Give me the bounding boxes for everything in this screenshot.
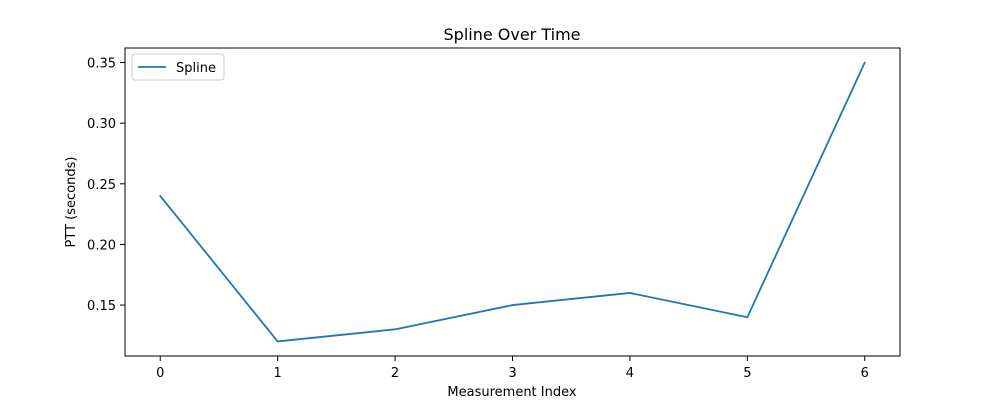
- y-tick-label: 0.35: [87, 57, 116, 72]
- legend-box: [131, 53, 225, 81]
- y-axis-ticks: 0.15 0.20 0.25 0.30 0.35: [87, 57, 125, 314]
- chart-title: Spline Over Time: [444, 25, 581, 44]
- x-tick-label: 1: [274, 366, 282, 381]
- y-tick-label: 0.15: [87, 299, 116, 314]
- x-tick-label: 4: [626, 366, 634, 381]
- x-tick-label: 5: [743, 366, 751, 381]
- x-tick-label: 2: [391, 366, 399, 381]
- y-tick-label: 0.20: [87, 238, 116, 253]
- legend: Spline: [131, 53, 225, 81]
- series-layer: [159, 61, 866, 343]
- x-tick-label: 6: [861, 366, 869, 381]
- y-tick-label: 0.25: [87, 178, 116, 193]
- y-axis-label: PTT (seconds): [64, 157, 79, 248]
- x-axis-label: Measurement Index: [447, 385, 576, 400]
- y-tick-label: 0.30: [87, 117, 116, 132]
- x-tick-label: 3: [508, 366, 516, 381]
- series-line-spline: [159, 61, 866, 343]
- plot-area-frame: [124, 47, 901, 357]
- legend-label-spline: Spline: [176, 61, 216, 76]
- x-tick-label: 0: [156, 366, 164, 381]
- x-axis-ticks: 0 1 2 3 4 5 6: [156, 356, 869, 381]
